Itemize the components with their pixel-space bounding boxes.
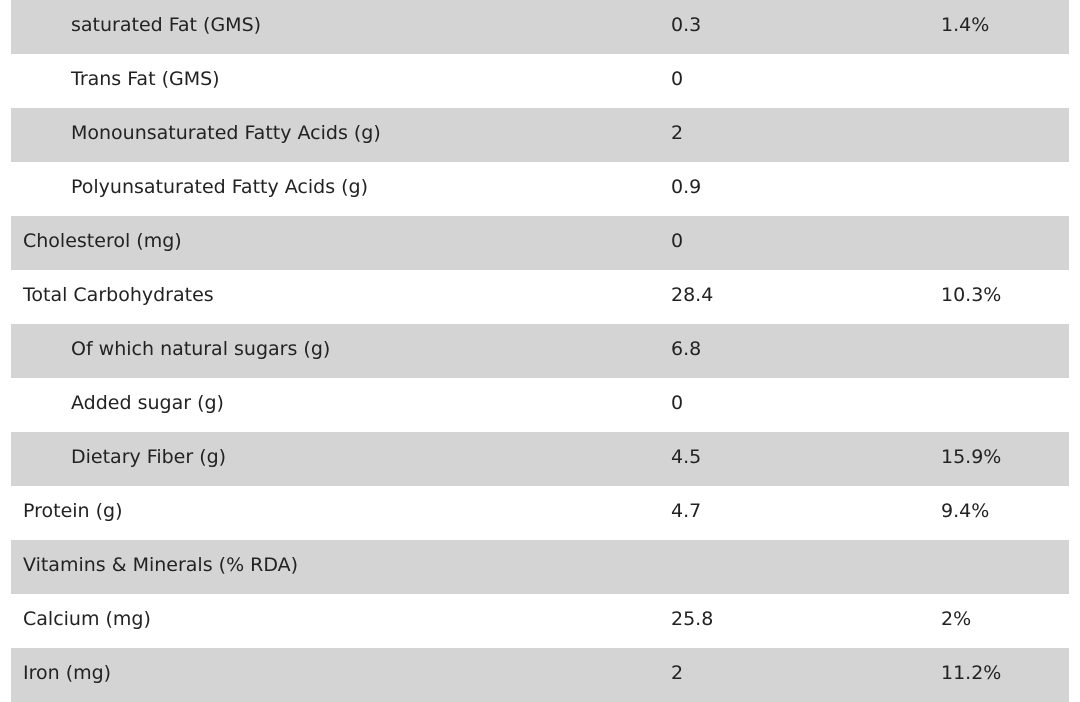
amount: 4.5 [671,446,702,468]
table-row: Dietary Fiber (g) 4.5 15.9% [11,432,1069,486]
nutrient-label: saturated Fat (GMS) [71,14,262,36]
daily-value: 11.2% [941,662,1002,684]
nutrient-label: Cholesterol (mg) [23,230,182,252]
daily-value: 15.9% [941,446,1002,468]
amount: 6.8 [671,338,702,360]
nutrient-label: Iron (mg) [23,662,112,684]
table-row: Added sugar (g) 0 [11,378,1069,432]
amount: 28.4 [671,284,714,306]
nutrient-label: Of which natural sugars (g) [71,338,331,360]
amount: 0 [671,230,684,252]
amount: 2 [671,122,684,144]
daily-value: 1.4% [941,14,990,36]
amount: 4.7 [671,500,702,522]
amount: 25.8 [671,608,714,630]
table-row: Of which natural sugars (g) 6.8 [11,324,1069,378]
daily-value: 2% [941,608,972,630]
amount: 0.9 [671,176,702,198]
nutrient-label: Protein (g) [23,500,123,522]
table-row: Polyunsaturated Fatty Acids (g) 0.9 [11,162,1069,216]
nutrient-label: Vitamins & Minerals (% RDA) [23,554,299,576]
table-row: saturated Fat (GMS) 0.3 1.4% [11,0,1069,54]
amount: 0.3 [671,14,702,36]
table-row: Cholesterol (mg) 0 [11,216,1069,270]
table-row: Trans Fat (GMS) 0 [11,54,1069,108]
daily-value: 10.3% [941,284,1002,306]
table-row: Total Carbohydrates 28.4 10.3% [11,270,1069,324]
table-row: Iron (mg) 2 11.2% [11,648,1069,702]
amount: 0 [671,68,684,90]
page: saturated Fat (GMS) 0.3 1.4% Trans Fat (GMS… [11,0,1069,702]
nutrient-label: Added sugar (g) [71,392,224,414]
daily-value: 9.4% [941,500,990,522]
amount: 2 [671,662,684,684]
nutrient-label: Polyunsaturated Fatty Acids (g) [71,176,369,198]
table-row: Protein (g) 4.7 9.4% [11,486,1069,540]
table-row: Monounsaturated Fatty Acids (g) 2 [11,108,1069,162]
nutrient-label: Dietary Fiber (g) [71,446,227,468]
nutrient-label: Monounsaturated Fatty Acids (g) [71,122,381,144]
table-row: Calcium (mg) 25.8 2% [11,594,1069,648]
nutrient-label: Total Carbohydrates [23,284,214,306]
nutrient-label: Trans Fat (GMS) [71,68,220,90]
nutrient-label: Calcium (mg) [23,608,151,630]
amount: 0 [671,392,684,414]
table-row: Vitamins & Minerals (% RDA) [11,540,1069,594]
